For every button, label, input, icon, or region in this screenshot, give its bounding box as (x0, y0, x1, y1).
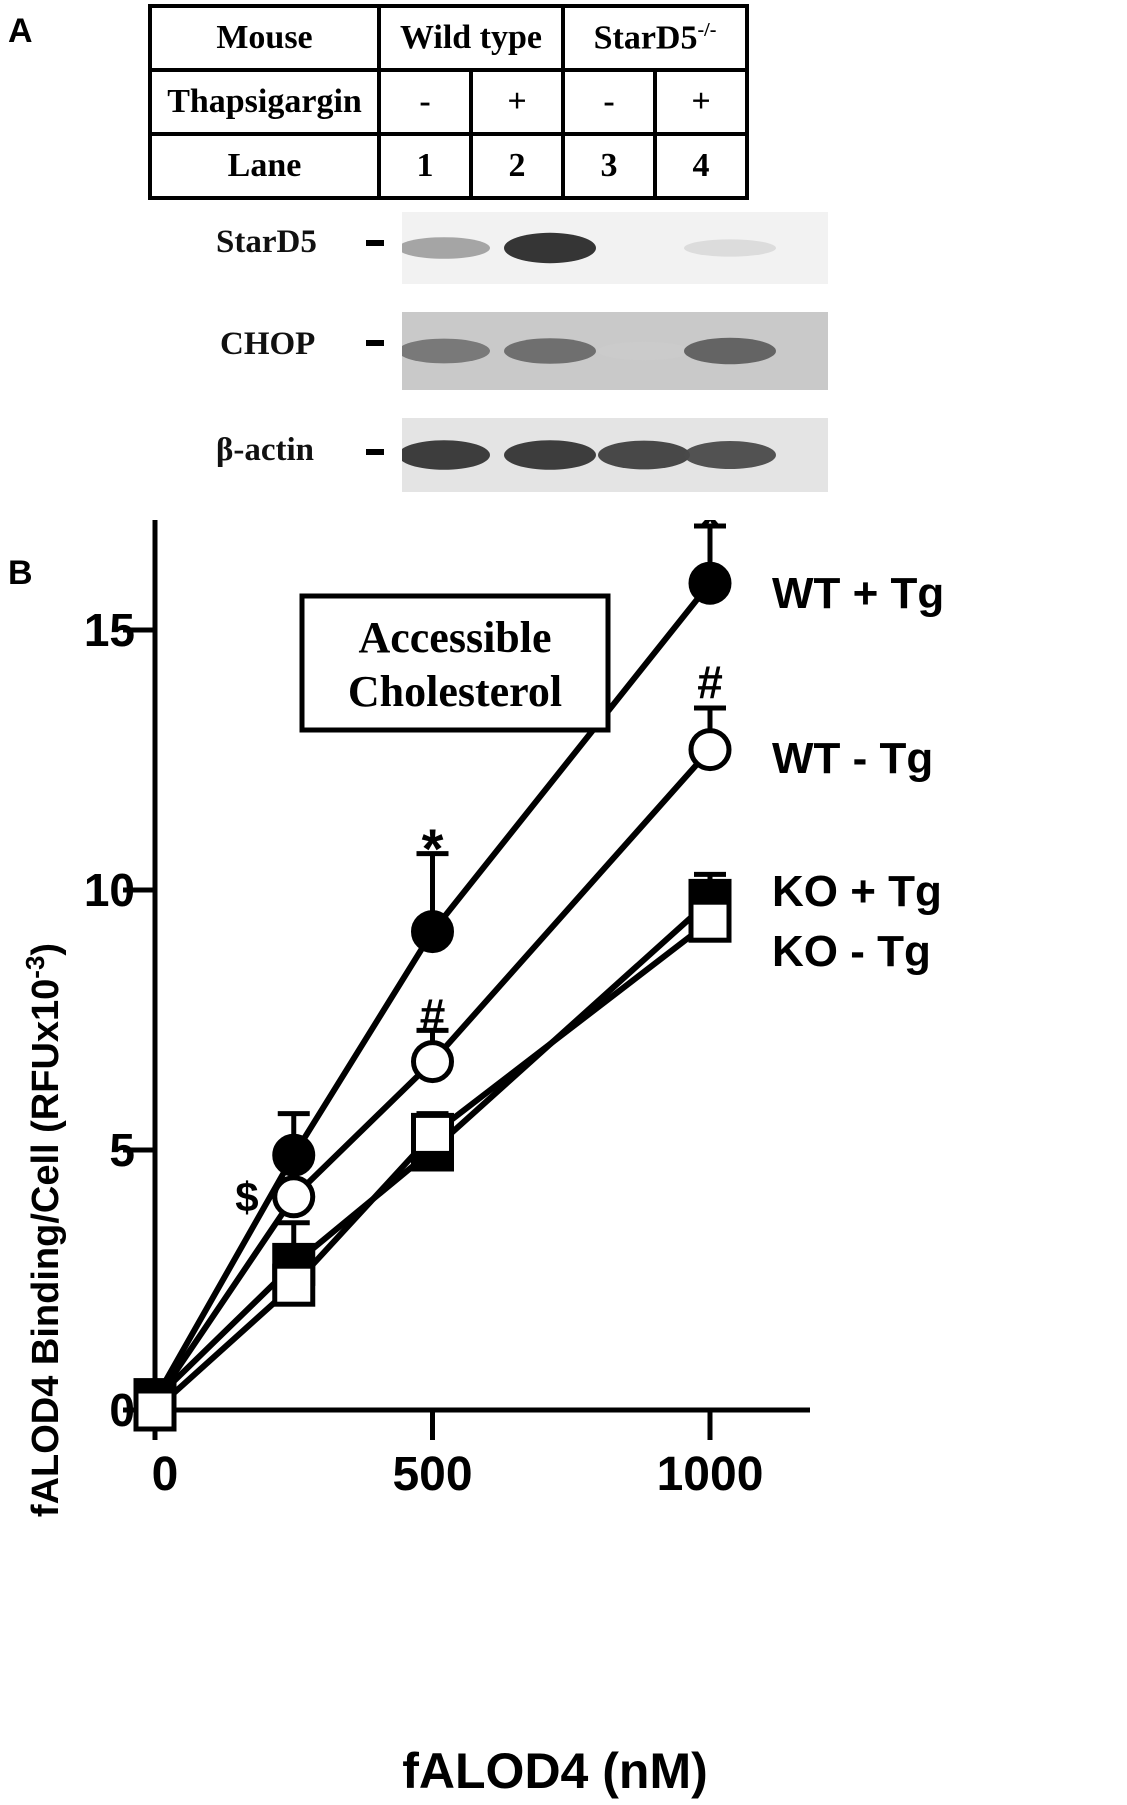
legend-label: KO - Tg (772, 927, 931, 976)
x-tick-label: 500 (392, 1448, 472, 1501)
legend-label: KO + Tg (772, 867, 942, 916)
series-ko-tg: KO - Tg (133, 899, 931, 1432)
data-point (411, 1040, 454, 1084)
thapsigargin-row-label: Thapsigargin (148, 68, 381, 136)
y-axis-label: fALOD4 Binding/Cell (RFUx10-3) (20, 943, 67, 1517)
mouse-row-label: Mouse (148, 4, 381, 72)
blot-band-lane-1 (402, 237, 490, 259)
significance-marker: * (699, 520, 721, 558)
data-point (272, 1133, 316, 1177)
inset-label-line2: Cholesterol (348, 667, 562, 716)
y-tick-label: 5 (109, 1124, 135, 1176)
panel-b-letter: B (8, 554, 33, 592)
lane-number-4: 4 (653, 132, 749, 200)
inset-label-box (299, 593, 611, 733)
x-axis-label: fALOD4 (nM) (402, 1743, 708, 1799)
panel-a: A Mouse Wild type StarD5-/- Thapsigargin… (0, 0, 1127, 500)
data-point (688, 561, 732, 605)
significance-marker: * (422, 817, 444, 880)
beta-actin-blot-label: β-actin (216, 432, 315, 468)
chop-marker-tick (366, 340, 384, 346)
panel-b: B 0 5 10 15 0 500 1000 WT + Tg WT - Tg KO + Tg KO… (0, 490, 1127, 1800)
chart-annotations: * # * # $ (235, 495, 723, 1221)
data-point (411, 910, 454, 954)
data-point (688, 899, 732, 943)
blot-band-lane-4 (684, 239, 776, 257)
series-line (152, 747, 713, 1404)
legend-label: WT - Tg (772, 734, 933, 783)
series-line (152, 581, 713, 1402)
beta-actin-blot (402, 418, 828, 492)
lane-number-2: 2 (469, 132, 565, 200)
data-point (688, 728, 732, 772)
series-wt-tg: WT - Tg (133, 705, 933, 1424)
inset-label-line1: Accessible (358, 613, 551, 662)
stard5-ko-header: StarD5-/- (561, 4, 749, 72)
blot-band-lane-4 (684, 337, 776, 365)
data-point (272, 1263, 316, 1307)
y-tick-label: 15 (84, 604, 135, 656)
stard5-blot-label: StarD5 (216, 224, 317, 260)
beta-actin-marker-tick (366, 449, 384, 455)
blot-band-lane-2 (504, 232, 596, 264)
western-blot-header-table: Mouse Wild type StarD5-/- Thapsigargin -… (148, 4, 749, 200)
x-tick-label: 1000 (657, 1448, 764, 1501)
tg-lane-2: + (469, 68, 565, 136)
significance-marker: $ (235, 1174, 258, 1221)
tg-lane-4: + (653, 68, 749, 136)
chop-blot-label: CHOP (220, 326, 316, 362)
panel-a-letter: A (8, 12, 33, 50)
chart-axes: 0 5 10 15 0 500 1000 (84, 490, 810, 1501)
wild-type-header: Wild type (377, 4, 565, 72)
blot-band-lane-2 (504, 440, 596, 470)
stard5-blot (402, 212, 828, 284)
tg-lane-3: - (561, 68, 657, 136)
data-point (133, 1388, 177, 1432)
blot-band-lane-2 (504, 338, 596, 364)
x-tick-label: 0 (152, 1448, 179, 1501)
blot-band-lane-1 (402, 440, 490, 470)
series-line (152, 918, 712, 1413)
y-tick-label: 10 (84, 864, 135, 916)
tg-lane-1: - (377, 68, 473, 136)
blot-band-lane-1 (402, 338, 490, 364)
significance-marker: # (697, 656, 723, 708)
chart-series: WT + Tg WT - Tg KO + Tg KO - Tg (133, 523, 944, 1432)
chop-blot (402, 312, 828, 390)
blot-band-lane-3 (598, 440, 690, 470)
blot-band-lane-4 (684, 441, 776, 469)
y-tick-label: 0 (109, 1384, 135, 1436)
blot-band-lane-3 (598, 341, 690, 361)
stard5-marker-tick (366, 240, 384, 246)
lane-number-3: 3 (561, 132, 657, 200)
lane-row-label: Lane (148, 132, 381, 200)
significance-marker: # (420, 989, 446, 1041)
data-point (272, 1175, 316, 1219)
legend-label: WT + Tg (772, 569, 944, 618)
data-point (411, 1112, 454, 1156)
lane-number-1: 1 (377, 132, 473, 200)
binding-chart: 0 5 10 15 0 500 1000 WT + Tg WT - Tg KO + Tg KO -… (20, 490, 944, 1799)
